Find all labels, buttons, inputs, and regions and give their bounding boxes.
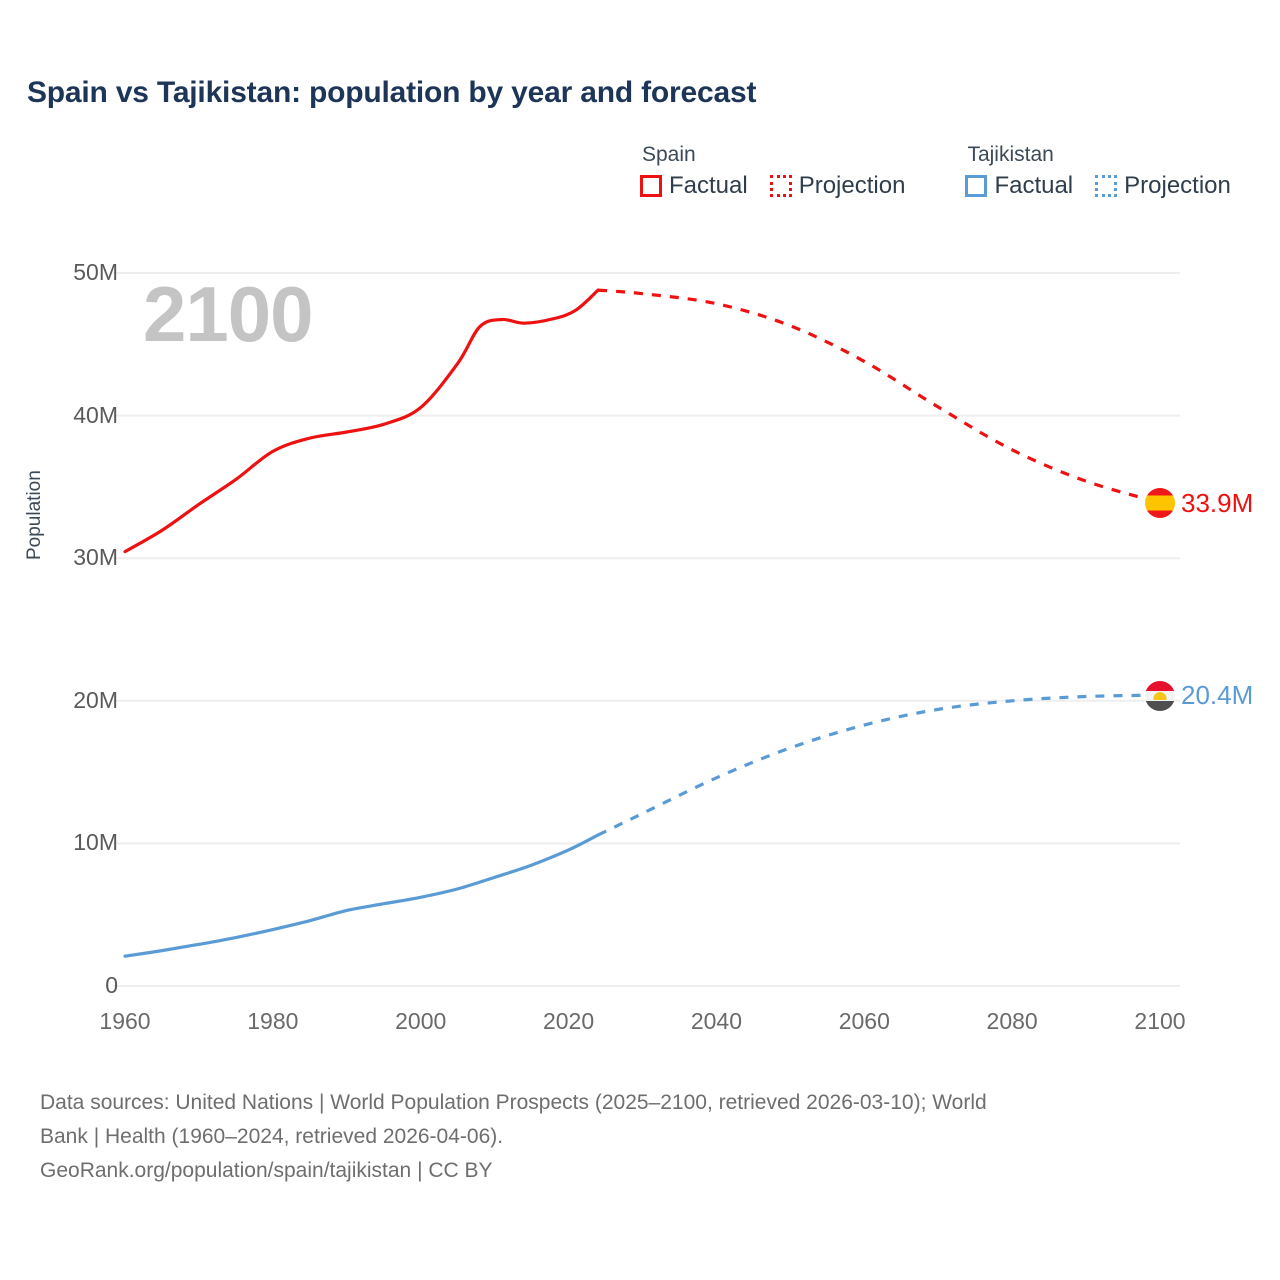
legend-item-tajikistan-projection[interactable]: Projection (1095, 172, 1231, 200)
x-axis-tick: 2100 (1134, 1008, 1186, 1034)
legend-group-tajikistan: Tajikistan Factual Projection (965, 142, 1231, 200)
legend-swatch-dotted-icon (769, 175, 792, 197)
legend-item-tajikistan-factual[interactable]: Factual (965, 172, 1073, 200)
y-axis-tick: 50M (73, 259, 118, 285)
footer-line-sources-cont: Bank | Health (1960–2024, retrieved 2026… (40, 1125, 504, 1148)
x-axis-tick: 2060 (838, 1008, 890, 1034)
legend-label-tajikistan-projection: Projection (1124, 172, 1231, 199)
page-title: Spain vs Tajikistan: population by year … (27, 76, 757, 109)
footer-line-attribution: GeoRank.org/population/spain/tajikistan … (40, 1159, 493, 1182)
y-axis-tick: 0 (105, 972, 118, 998)
x-axis-tick: 1980 (247, 1008, 299, 1034)
x-axis-tick: 2020 (542, 1008, 595, 1034)
footer: Data sources: United Nations | World Pop… (40, 1086, 1240, 1188)
legend-label-spain-factual: Factual (669, 172, 748, 199)
legend-swatch-dotted-icon (1095, 175, 1118, 197)
spain-endpoint: 33.9M (1145, 488, 1253, 519)
tajikistan-flag-icon (1145, 680, 1175, 711)
x-axis-tick: 2000 (395, 1008, 447, 1034)
year-watermark: 2100 (143, 270, 314, 358)
x-axis-tick: 2080 (986, 1008, 1038, 1034)
x-axis-tick: 2040 (690, 1008, 743, 1034)
chart-legend: Spain Factual Projection Tajikistan Fact… (640, 142, 1231, 200)
spain-flag-icon (1145, 488, 1175, 519)
y-axis-tick: 30M (73, 544, 118, 571)
x-axis-tick: 1960 (99, 1008, 151, 1034)
legend-label-spain-projection: Projection (798, 172, 906, 199)
y-axis-tick: 20M (73, 686, 118, 713)
legend-swatch-solid-icon (640, 175, 662, 197)
tajikistan-end-value: 20.4M (1181, 680, 1254, 711)
y-axis-tick: 10M (73, 829, 118, 856)
footer-line-sources: Data sources: United Nations | World Pop… (40, 1091, 987, 1114)
legend-country-spain: Spain (642, 143, 696, 166)
legend-swatch-solid-icon (965, 175, 988, 197)
y-axis-tick: 40M (73, 401, 118, 428)
spain-end-value: 33.9M (1181, 487, 1254, 518)
legend-item-spain-factual[interactable]: Factual (640, 172, 748, 200)
tajikistan-endpoint: 20.4M (1145, 680, 1253, 711)
legend-item-spain-projection[interactable]: Projection (769, 172, 906, 200)
legend-group-spain: Spain Factual Projection (640, 142, 905, 200)
legend-label-tajikistan-factual: Factual (994, 172, 1074, 199)
legend-country-tajikistan: Tajikistan (967, 143, 1054, 166)
